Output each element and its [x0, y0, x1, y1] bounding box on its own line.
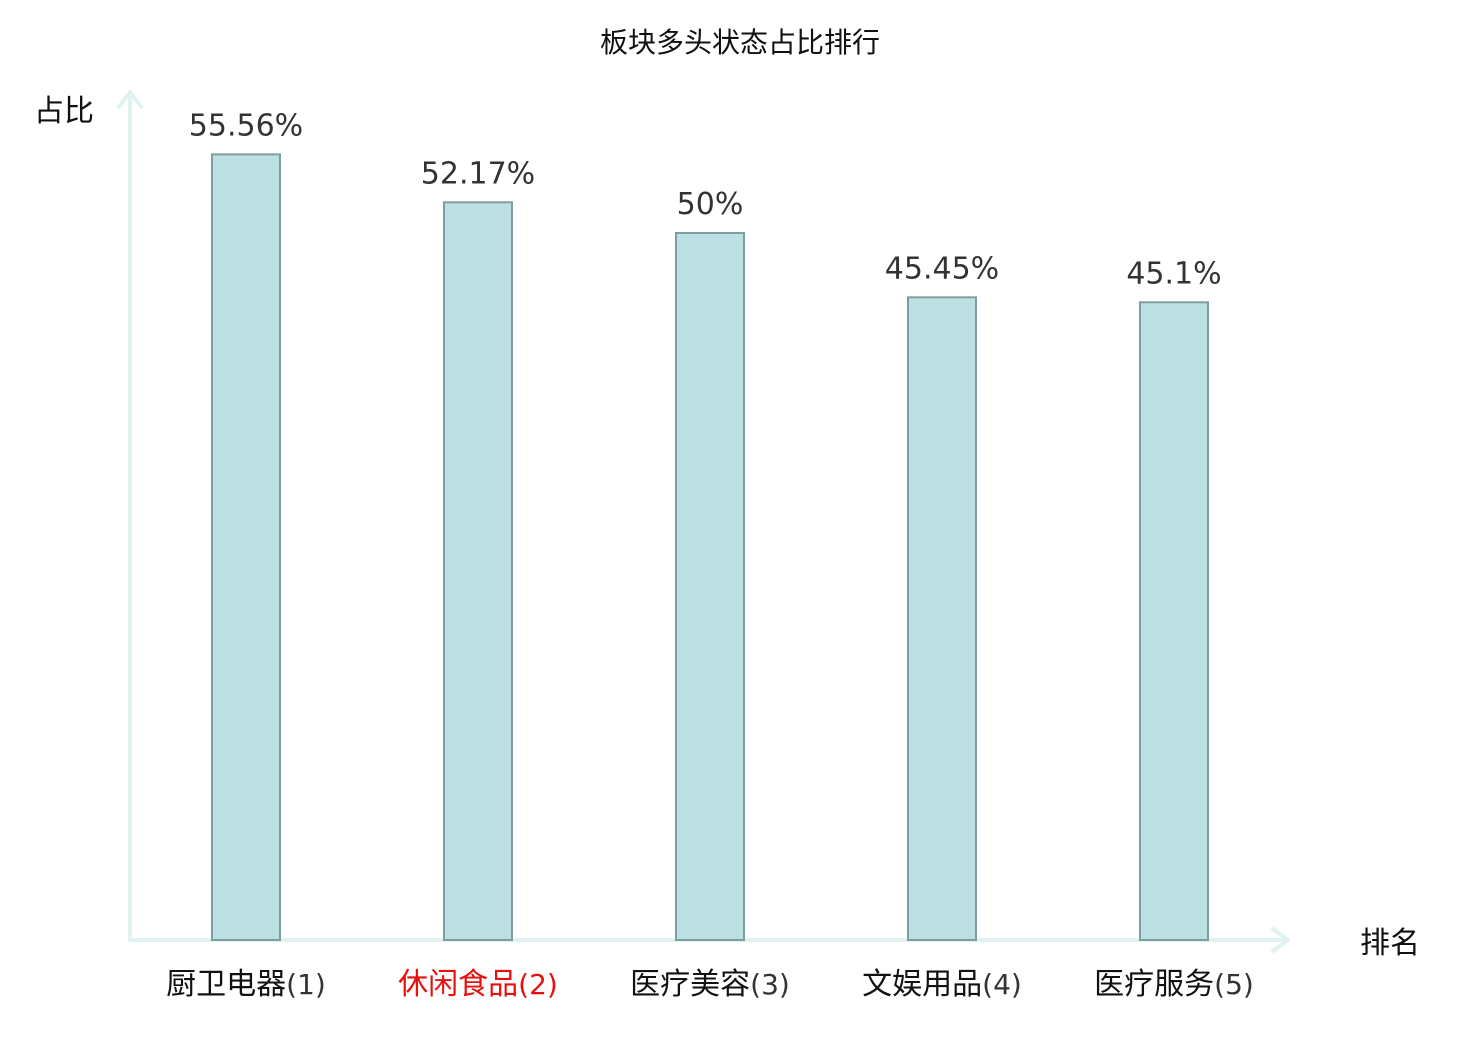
category-name-2: 休闲食品 — [398, 967, 518, 1002]
value-labels: 55.56% 52.17% 50% 45.45% 45.1% — [189, 108, 1222, 291]
category-rank-4: (4) — [982, 968, 1022, 1001]
category-label-3: 医疗美容(3) — [630, 967, 790, 1002]
value-label-5: 45.1% — [1126, 256, 1221, 291]
category-labels: 厨卫电器(1) 休闲食品(2) 医疗美容(3) 文娱用品(4) 医疗服务(5) — [166, 967, 1254, 1002]
bar-2 — [443, 201, 513, 941]
category-rank-3: (3) — [750, 968, 790, 1001]
y-axis-label: 占比 — [34, 94, 94, 129]
value-label-4: 45.45% — [885, 251, 999, 286]
category-label-4: 文娱用品(4) — [862, 967, 1022, 1002]
category-label-2: 休闲食品(2) — [398, 967, 558, 1002]
chart-title: 板块多头状态占比排行 — [600, 26, 880, 59]
category-label-5: 医疗服务(5) — [1094, 967, 1254, 1002]
category-name-3: 医疗美容 — [630, 967, 750, 1002]
category-rank-2: (2) — [518, 968, 558, 1001]
category-name-4: 文娱用品 — [862, 967, 982, 1002]
bars — [211, 153, 1209, 942]
value-label-2: 52.17% — [421, 156, 535, 191]
category-name-5: 医疗服务 — [1094, 967, 1214, 1002]
bar-4 — [907, 296, 977, 942]
value-label-3: 50% — [677, 187, 744, 222]
y-axis-arrow-icon — [117, 90, 143, 109]
category-rank-5: (5) — [1214, 968, 1254, 1001]
value-label-1: 55.56% — [189, 108, 303, 143]
category-name-1: 厨卫电器 — [166, 967, 286, 1002]
bar-3 — [675, 232, 745, 941]
bar-1 — [211, 153, 281, 942]
bar-5 — [1139, 301, 1209, 941]
x-axis-label: 排名 — [1360, 926, 1420, 961]
category-label-1: 厨卫电器(1) — [166, 967, 326, 1002]
category-rank-1: (1) — [286, 968, 326, 1001]
x-axis-arrow-icon — [1271, 927, 1290, 953]
